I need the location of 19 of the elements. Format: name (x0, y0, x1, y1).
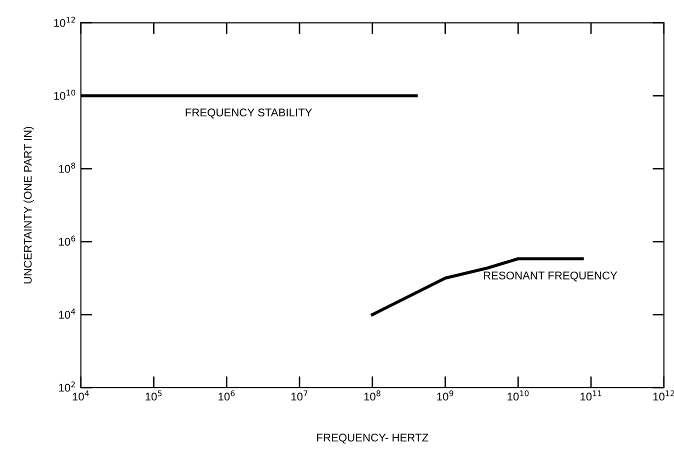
x-tick-label: 10$^{7}$ (291, 390, 308, 401)
x-tick-label: 10$^{11}$ (580, 390, 602, 401)
x-tick-label: 10$^{12}$ (653, 390, 674, 401)
x-tick-label: 10$^{5}$ (146, 390, 162, 401)
x-tick-label: 10$^{9}$ (437, 390, 454, 401)
y-tick-label: 10$^{8}$ (59, 162, 76, 173)
series-label: RESONANT FREQUENCY (484, 272, 618, 282)
y-tick-label: 10$^{10}$ (54, 90, 76, 100)
x-tick-label: 10$^{4}$ (72, 390, 89, 401)
x-tick-label: 10$^{10}$ (508, 390, 529, 401)
x-axis-title: FREQUENCY- HERTZ (317, 434, 428, 444)
y-tick-label: 10$^{6}$ (59, 236, 76, 246)
x-tick-label: 10$^{8}$ (364, 390, 380, 401)
y-axis-title: UNCERTAINTY (ONE PART IN) (24, 126, 34, 284)
y-tick-label: 10$^{2}$ (59, 382, 75, 392)
x-tick-label: 10$^{6}$ (218, 390, 235, 401)
y-tick-label: 10$^{4}$ (59, 308, 76, 319)
y-tick-label: 10$^{12}$ (54, 16, 75, 27)
series-label: FREQUENCY STABILITY (186, 108, 312, 118)
